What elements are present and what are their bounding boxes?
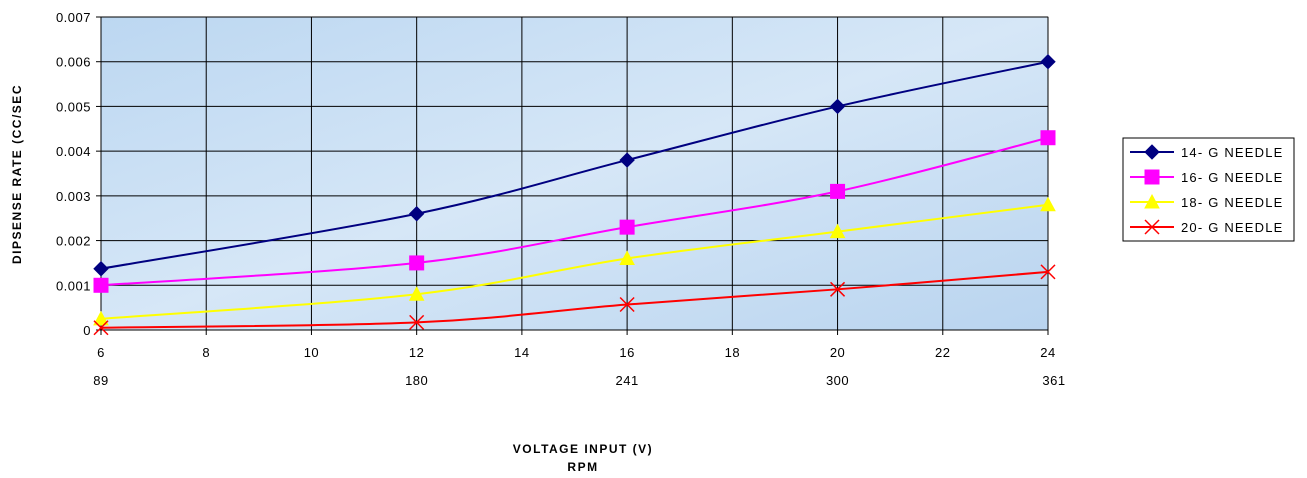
y-tick-label: 0.007: [56, 10, 91, 25]
y-tick-label: 0: [83, 323, 91, 338]
x-tick-label: 6: [97, 345, 105, 360]
data-point: [93, 310, 109, 326]
x-tick-label: 12: [409, 345, 424, 360]
rpm-tick-label: 300: [826, 373, 849, 388]
rpm-tick-label: 241: [616, 373, 639, 388]
data-point: [830, 281, 846, 297]
x-tick-label: 16: [619, 345, 634, 360]
y-tick-label: 0.001: [56, 278, 91, 293]
data-point: [829, 98, 846, 115]
data-point: [409, 314, 425, 330]
data-point: [93, 261, 109, 277]
legend-label: 16- G NEEDLE: [1181, 170, 1284, 185]
series-line: [100, 203, 1049, 320]
rpm-tick-label: 361: [1042, 373, 1065, 388]
data-point: [830, 183, 846, 199]
legend-marker: [1144, 193, 1160, 209]
data-point: [619, 250, 635, 265]
y-tick-label: 0.004: [56, 144, 91, 159]
data-point: [408, 206, 425, 222]
data-point: [1040, 196, 1056, 212]
legend-label: 20- G NEEDLE: [1181, 220, 1284, 235]
data-point: [1040, 54, 1056, 70]
x-tick-label: 24: [1040, 345, 1055, 360]
x-axis-title: VOLTAGE INPUT (V): [513, 442, 653, 456]
rpm-tick-label: 89: [93, 373, 108, 388]
rpm-tick-label: 180: [405, 373, 428, 388]
legend-marker: [1144, 219, 1160, 235]
grid-lines: [100, 16, 1049, 331]
x-tick-label: 18: [725, 345, 740, 360]
series-line: [100, 60, 1049, 270]
x-axis-ticks: 6 8 10 12 14 16 18 20 22 24: [97, 330, 1055, 360]
data-point: [829, 223, 846, 239]
y-tick-label: 0.006: [56, 55, 91, 70]
data-point: [1040, 264, 1056, 280]
y-tick-label: 0.005: [56, 99, 91, 114]
y-tick-label: 0.002: [56, 234, 91, 249]
x-tick-label: 14: [514, 345, 529, 360]
legend-marker: [1144, 144, 1160, 160]
secondary-x-axis-ticks: 89 180 241 300 361: [93, 373, 1065, 388]
legend: 14- G NEEDLE 16- G NEEDLE 18- G NEEDLE 20- …: [1122, 137, 1295, 242]
legend-label: 14- G NEEDLE: [1181, 145, 1284, 160]
x-tick-label: 8: [202, 345, 210, 360]
x-tick-label: 10: [304, 345, 319, 360]
legend-label: 18- G NEEDLE: [1181, 195, 1284, 210]
data-point: [619, 219, 635, 235]
x-tick-label: 20: [830, 345, 845, 360]
y-axis-title: DIPSENSE RATE (CC/SEC: [10, 84, 24, 264]
data-point: [93, 277, 109, 293]
series-line: [100, 270, 1049, 329]
data-point: [408, 286, 425, 301]
data-point: [93, 320, 109, 336]
legend-marker: [1144, 169, 1160, 185]
data-point: [619, 296, 635, 313]
x-axis-secondary-title: RPM: [567, 460, 598, 474]
data-point: [409, 255, 425, 271]
series-lines: [93, 54, 1056, 336]
data-point: [1040, 130, 1056, 146]
y-tick-label: 0.003: [56, 189, 91, 204]
x-tick-label: 22: [935, 345, 950, 360]
data-point: [619, 152, 635, 168]
